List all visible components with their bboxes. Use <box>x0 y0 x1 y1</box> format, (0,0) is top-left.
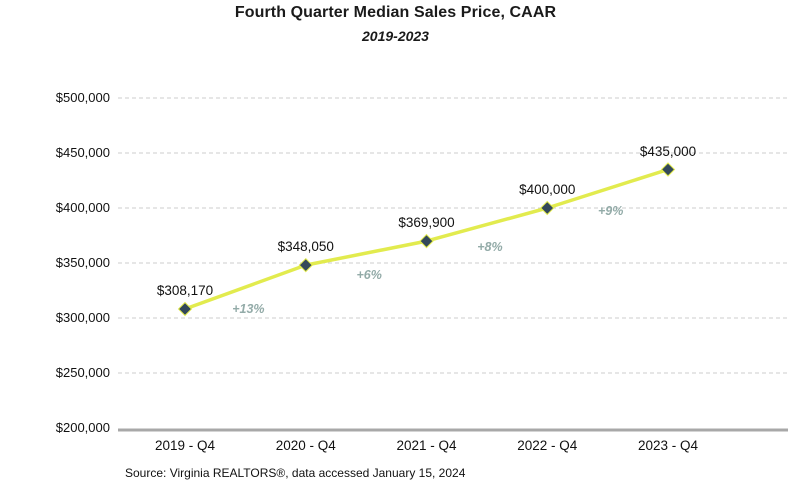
data-point-marker <box>660 162 676 177</box>
data-point-label: $369,900 <box>398 215 455 231</box>
x-axis-tick-label: 2023 - Q4 <box>637 438 699 453</box>
data-point-marker <box>419 233 434 249</box>
x-axis-tick-label: 2020 - Q4 <box>275 438 336 453</box>
x-axis-tick-label: 2019 - Q4 <box>154 438 216 453</box>
data-point-label: $308,170 <box>156 283 214 298</box>
y-axis-tick-label: $300,000 <box>55 310 110 325</box>
data-point-label: $348,050 <box>277 239 334 255</box>
chart-subtitle: 2019-2023 <box>362 28 429 44</box>
pct-change-label: +6% <box>356 268 382 283</box>
data-point-marker <box>298 257 313 273</box>
x-axis-tick-label: 2022 - Q4 <box>517 438 578 453</box>
y-axis-tick-label: $350,000 <box>55 255 110 270</box>
y-axis-tick-label: $250,000 <box>55 365 110 380</box>
chart-title: Fourth Quarter Median Sales Price, CAAR <box>234 4 557 21</box>
y-axis-tick-label: $200,000 <box>55 420 110 435</box>
source-note: Source: Virginia REALTORS®, data accesse… <box>125 466 466 480</box>
data-point-label: $435,000 <box>639 143 697 159</box>
data-point-marker <box>177 301 193 317</box>
y-axis-tick-label: $500,000 <box>55 90 110 105</box>
data-point-marker <box>540 200 555 216</box>
pct-change-label: +8% <box>477 239 503 254</box>
y-axis-tick-label: $400,000 <box>55 200 110 215</box>
y-axis-tick-label: $450,000 <box>55 145 110 160</box>
data-point-label: $400,000 <box>519 182 576 197</box>
x-axis-tick-label: 2021 - Q4 <box>396 438 457 453</box>
pct-change-label: +9% <box>597 203 624 218</box>
pct-change-label: +13% <box>232 302 265 317</box>
